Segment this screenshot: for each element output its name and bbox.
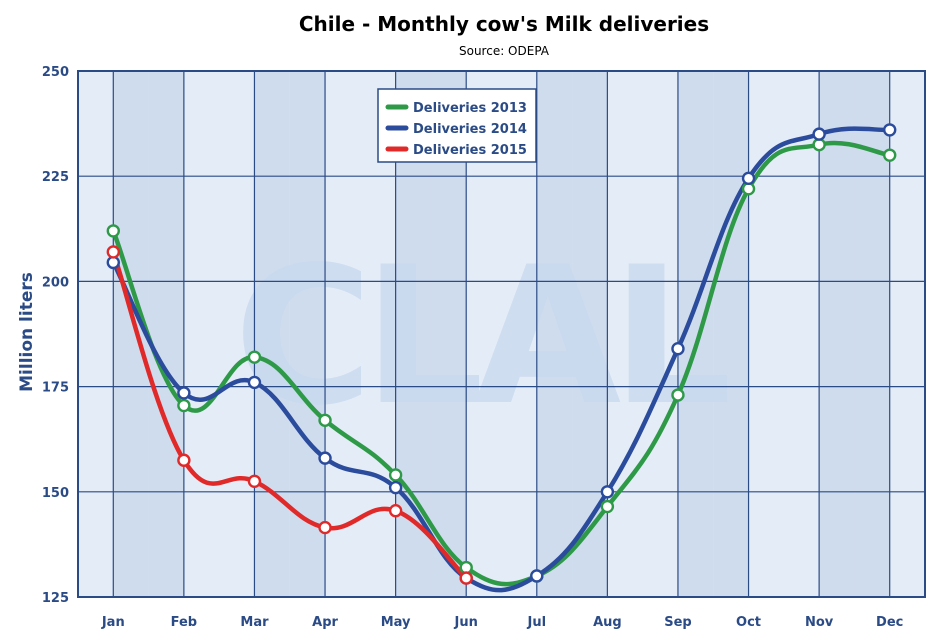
x-tick-label: Mar bbox=[240, 615, 269, 630]
column-band bbox=[819, 71, 855, 597]
series-points bbox=[106, 123, 897, 585]
legend-label: Deliveries 2014 bbox=[413, 122, 527, 137]
data-point-3 bbox=[388, 504, 403, 518]
y-tick-label: 125 bbox=[42, 591, 69, 606]
data-point-1 bbox=[600, 499, 615, 514]
x-tick-label: Jul bbox=[527, 615, 547, 630]
x-tick-label: Dec bbox=[876, 615, 903, 630]
x-tick-label: Aug bbox=[593, 615, 622, 630]
y-tick-label: 250 bbox=[42, 65, 69, 80]
data-point-2 bbox=[883, 123, 897, 137]
column-band bbox=[148, 71, 184, 597]
column-band bbox=[254, 71, 290, 597]
x-tick-label: Sep bbox=[664, 615, 692, 630]
data-point-2 bbox=[388, 480, 403, 495]
data-point-1 bbox=[388, 468, 403, 482]
watermark: CLAL bbox=[234, 226, 728, 447]
data-point-2 bbox=[247, 375, 262, 390]
y-tick-label: 225 bbox=[42, 170, 69, 185]
x-tick-label: Jun bbox=[454, 615, 478, 630]
data-point-2 bbox=[812, 127, 826, 141]
data-point-1 bbox=[671, 388, 685, 402]
data-point-2 bbox=[741, 171, 756, 186]
data-point-1 bbox=[883, 148, 897, 162]
y-tick-label: 150 bbox=[42, 486, 69, 501]
x-tick-label: Feb bbox=[171, 615, 197, 630]
data-point-1 bbox=[247, 350, 262, 364]
x-tick-label: Apr bbox=[312, 615, 338, 630]
y-tick-label: 200 bbox=[42, 275, 69, 290]
legend-label: Deliveries 2015 bbox=[413, 143, 527, 158]
column-band bbox=[113, 71, 149, 597]
data-point-2 bbox=[318, 451, 332, 465]
y-tick-label: 175 bbox=[42, 381, 69, 396]
data-point-3 bbox=[247, 474, 262, 488]
data-point-1 bbox=[318, 413, 332, 427]
tick-labels: 125 150 175 200 225 250 Jan Feb Mar Apr May Jun Jul A… bbox=[42, 65, 904, 630]
x-tick-label: Jan bbox=[101, 615, 125, 630]
legend-label: Deliveries 2013 bbox=[413, 101, 527, 116]
chart-title: Chile - Monthly cow's Milk deliveries bbox=[299, 12, 709, 36]
data-point-2 bbox=[671, 342, 685, 356]
x-tick-label: Oct bbox=[736, 615, 761, 630]
data-point-1 bbox=[106, 224, 120, 238]
data-point-2 bbox=[600, 485, 615, 499]
data-point-3 bbox=[177, 453, 191, 467]
chart-subtitle: Source: ODEPA bbox=[459, 44, 550, 58]
column-band bbox=[854, 71, 890, 597]
data-point-2 bbox=[177, 386, 191, 400]
data-point-1 bbox=[177, 398, 191, 413]
data-point-3 bbox=[318, 520, 332, 535]
data-point-3 bbox=[459, 571, 473, 585]
column-band bbox=[713, 71, 749, 597]
data-point-3 bbox=[106, 245, 120, 259]
column-band bbox=[536, 71, 573, 597]
y-axis-label: Million liters bbox=[17, 272, 37, 392]
data-point-2 bbox=[530, 569, 544, 583]
legend: Deliveries 2013 Deliveries 2014 Deliveries… bbox=[377, 88, 537, 163]
x-tick-label: Nov bbox=[805, 615, 834, 630]
x-tick-label: May bbox=[381, 615, 411, 630]
plot-border bbox=[77, 70, 926, 598]
